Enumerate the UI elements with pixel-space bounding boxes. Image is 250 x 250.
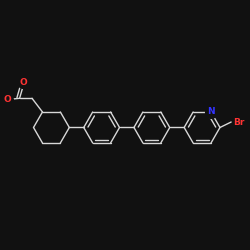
Text: N: N bbox=[207, 108, 215, 116]
Text: Br: Br bbox=[233, 118, 244, 126]
Text: O: O bbox=[3, 95, 11, 104]
Text: O: O bbox=[20, 78, 27, 87]
